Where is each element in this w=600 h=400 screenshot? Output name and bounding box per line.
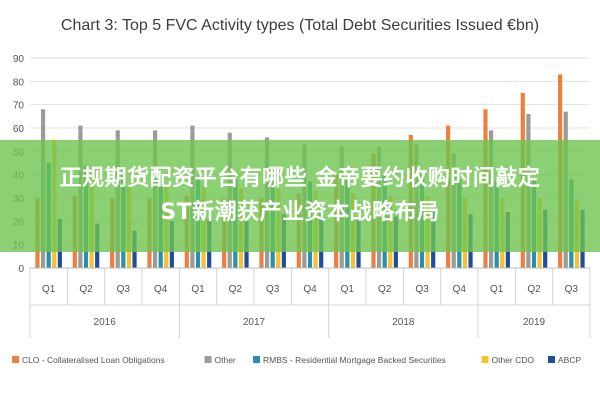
legend-label: CLO - Collateralised Loan Obligations	[22, 355, 165, 365]
y-tick-label: 60	[13, 124, 25, 135]
x-tick-label: Q2	[378, 284, 392, 295]
x-tick-label: Q4	[453, 284, 467, 295]
x-axis: Q1 Q2 Q3 Q4 Q1 Q2 Q3 Q4 Q1 Q2 Q3 Q4 Q1 Q2 Q3 2016 2017 20…	[29, 267, 591, 338]
year-label: 2019	[523, 317, 546, 328]
legend-label: ABCP	[558, 355, 581, 365]
x-tick-label: Q1	[42, 284, 56, 295]
chart-title: Chart 3: Top 5 FVC Activity types (Total…	[61, 17, 539, 34]
news-headline-banner[interactable]: 正规期货配资平台有哪些 金帝要约收购时间敲定 ST新潮获产业资本战略布局	[0, 140, 600, 252]
x-tick-label: Q1	[341, 284, 355, 295]
y-tick-label: 80	[13, 77, 25, 88]
year-label: 2016	[94, 317, 117, 328]
x-tick-label: Q3	[266, 284, 280, 295]
year-label: 2018	[392, 317, 415, 328]
legend-label: RMBS - Residential Mortgage Backed Secur…	[263, 355, 446, 365]
x-tick-label: Q3	[415, 284, 429, 295]
legend-swatch	[481, 356, 489, 363]
legend-swatch	[204, 356, 212, 363]
legend: CLO - Collateralised Loan Obligations Oth…	[12, 355, 581, 365]
x-tick-label: Q4	[154, 284, 168, 295]
x-tick-label: Q2	[229, 284, 243, 295]
headline-line-1: 正规期货配资平台有哪些 金帝要约收购时间敲定	[59, 166, 541, 191]
legend-swatch	[12, 356, 19, 363]
legend-swatch	[548, 356, 555, 363]
y-tick-label: 0	[18, 264, 24, 275]
x-tick-label: Q1	[490, 284, 504, 295]
y-tick-label: 90	[13, 54, 25, 65]
year-label: 2017	[243, 317, 266, 328]
x-tick-label: Q2	[527, 284, 541, 295]
y-tick-label: 70	[13, 101, 25, 112]
x-tick-label: Q2	[79, 284, 93, 295]
legend-label: Other CDO	[492, 355, 535, 365]
legend-swatch	[253, 356, 260, 363]
x-tick-label: Q3	[565, 284, 579, 295]
x-tick-label: Q1	[191, 284, 205, 295]
legend-label: Other	[215, 355, 236, 365]
headline-line-2: ST新潮获产业资本战略布局	[160, 200, 440, 225]
x-tick-label: Q3	[117, 284, 131, 295]
x-tick-label: Q4	[303, 284, 317, 295]
